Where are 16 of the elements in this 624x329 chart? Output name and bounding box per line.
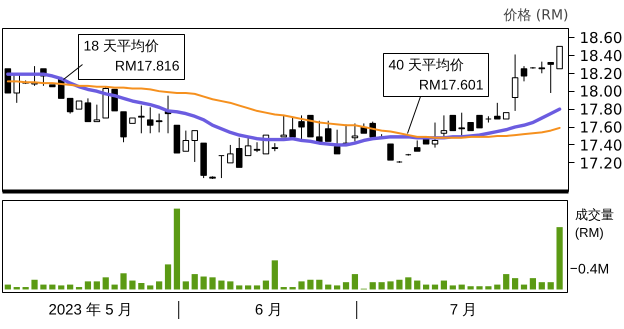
- y-axis-title: 价格 (RM): [502, 8, 569, 24]
- text: 7 月: [450, 302, 478, 318]
- y-tick-label: 17.80: [580, 100, 622, 119]
- annotation: 18 天平均价 RM17.816: [84, 38, 180, 74]
- text: 2023 年 5 月: [48, 302, 133, 318]
- y-tick-label: 18.60: [580, 28, 622, 47]
- y-tick-label: 17.20: [580, 154, 622, 172]
- text: 6 月: [254, 302, 282, 318]
- y-tick-label: 18.20: [580, 64, 622, 83]
- y-tick-label: 18.40: [580, 46, 622, 65]
- text: 0.4M: [578, 260, 610, 276]
- y-axis-title: 成交量 (RM): [574, 206, 614, 240]
- y-tick-label: 18.00: [580, 82, 622, 101]
- y-tick-label: 17.40: [580, 136, 622, 154]
- annotation: 40 天平均价 RM17.601: [388, 56, 484, 92]
- y-tick-label: 17.60: [580, 118, 622, 137]
